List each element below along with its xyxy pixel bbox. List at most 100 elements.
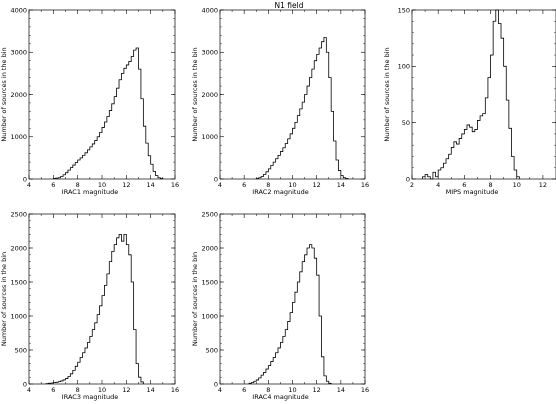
x-tick-label: 12 (313, 181, 321, 189)
x-tick-label: 10 (513, 181, 521, 189)
histogram-bin (90, 147, 92, 179)
histogram-bin (134, 50, 136, 179)
histogram-bin (280, 343, 282, 384)
x-tick-label: 14 (337, 386, 345, 394)
y-axis-label: Number of sources in the bin (191, 252, 199, 346)
histogram-bin (114, 245, 116, 384)
histogram-bin (85, 348, 87, 384)
histogram-bin (92, 330, 94, 384)
histogram-outline (255, 37, 349, 179)
y-tick-label: 500 (15, 346, 27, 354)
x-tick-label: 6 (51, 386, 55, 394)
histogram-bin (129, 62, 131, 179)
chart-irac4: 4 6 8 10 12 14 16 0 500 1000 1500 2000 2500 IRAC4 mag… (191, 210, 369, 401)
histogram-outline (45, 234, 144, 385)
y-tick-label: 1500 (10, 278, 27, 286)
x-tick-label: 14 (337, 181, 345, 189)
chart-mips: 2 4 6 8 10 12 0 50 100 150 MIPS magnitude Number of… (383, 6, 556, 196)
histogram-bin (462, 134, 465, 179)
y-tick-label: 2000 (10, 244, 27, 252)
x-tick-label: 4 (436, 181, 440, 189)
x-tick-label: 16 (361, 181, 369, 189)
histogram-bin (117, 238, 119, 384)
histogram-bin (83, 155, 85, 179)
x-tick-label: 16 (171, 181, 179, 189)
x-tick-label: 2 (410, 181, 414, 189)
y-tick-label: 50 (402, 119, 410, 127)
x-axis-label: IRAC4 magnitude (252, 393, 308, 401)
histogram-bin (107, 116, 109, 179)
y-tick-label: 4000 (201, 6, 218, 14)
histogram-bin (319, 48, 321, 179)
y-tick-label: 0 (214, 175, 218, 183)
histogram-bin (114, 97, 116, 179)
histogram-bin (102, 296, 104, 384)
histogram-bin (324, 37, 326, 179)
histogram-bin (283, 336, 285, 384)
y-tick-label: 2000 (201, 91, 218, 99)
histogram-bin (109, 111, 111, 179)
histogram-bin (124, 68, 126, 179)
y-tick-label: 1500 (201, 278, 218, 286)
histogram-bin (285, 144, 287, 179)
histogram-bin (109, 262, 111, 384)
histogram-outline (52, 47, 164, 179)
histogram-bin (496, 10, 499, 179)
y-tick-label: 2500 (201, 210, 218, 218)
y-tick-label: 1000 (201, 133, 218, 141)
x-tick-label: 4 (27, 386, 31, 394)
y-axis-label: Number of sources in the bin (0, 47, 8, 141)
histogram-bin (309, 245, 311, 384)
histogram-bin (107, 274, 109, 384)
histogram-bin (95, 323, 97, 384)
x-tick-label: 10 (288, 181, 296, 189)
histogram-bin (300, 109, 302, 179)
histogram-bin (112, 251, 114, 384)
y-tick-label: 0 (23, 380, 27, 388)
x-tick-label: 14 (147, 386, 155, 394)
histogram-bin (472, 132, 475, 179)
y-tick-label: 3000 (201, 49, 218, 57)
x-tick-label: 16 (171, 386, 179, 394)
histogram-bin (121, 73, 123, 179)
histogram-bin (97, 137, 99, 179)
y-tick-label: 1000 (10, 133, 27, 141)
y-axis-label: Number of sources in the bin (383, 47, 391, 141)
histogram-bin (104, 285, 106, 384)
histogram-bin (314, 258, 316, 384)
chart-irac1: 4 6 8 10 12 14 16 0 1000 2000 3000 4000 IRAC1 magnit… (0, 6, 179, 196)
x-tick-label: 10 (98, 181, 106, 189)
histogram-bin (297, 116, 299, 179)
x-tick-label: 6 (242, 181, 246, 189)
x-tick-label: 16 (361, 386, 369, 394)
histogram-bin (297, 282, 299, 384)
y-tick-label: 1000 (201, 312, 218, 320)
histogram-bin (293, 128, 295, 179)
histogram-bin (131, 56, 133, 179)
histogram-bin (285, 330, 287, 384)
plot-frame (411, 9, 556, 180)
histogram-bin (312, 248, 314, 384)
histogram-bin (464, 129, 467, 179)
x-axis-label: IRAC1 magnitude (62, 188, 118, 196)
y-tick-label: 1000 (10, 312, 27, 320)
histogram-bin (126, 245, 128, 384)
histogram-outline (422, 9, 520, 180)
histogram-bin (87, 343, 89, 384)
histogram-bin (293, 302, 295, 384)
histogram-bin (102, 127, 104, 179)
figure-title: N1 field (275, 1, 304, 10)
y-tick-label: 2000 (201, 244, 218, 252)
histogram-bin (475, 129, 478, 179)
histogram-bin (90, 336, 92, 384)
histogram-bin (290, 134, 292, 179)
y-tick-label: 150 (398, 6, 410, 14)
x-axis-label: IRAC2 magnitude (252, 188, 308, 196)
y-tick-label: 0 (406, 175, 410, 183)
histogram-bin (312, 69, 314, 179)
histogram-bin (95, 141, 97, 179)
histogram-outline (248, 244, 332, 384)
y-tick-label: 0 (214, 380, 218, 388)
x-tick-label: 4 (27, 181, 31, 189)
histogram-bin (480, 116, 483, 179)
